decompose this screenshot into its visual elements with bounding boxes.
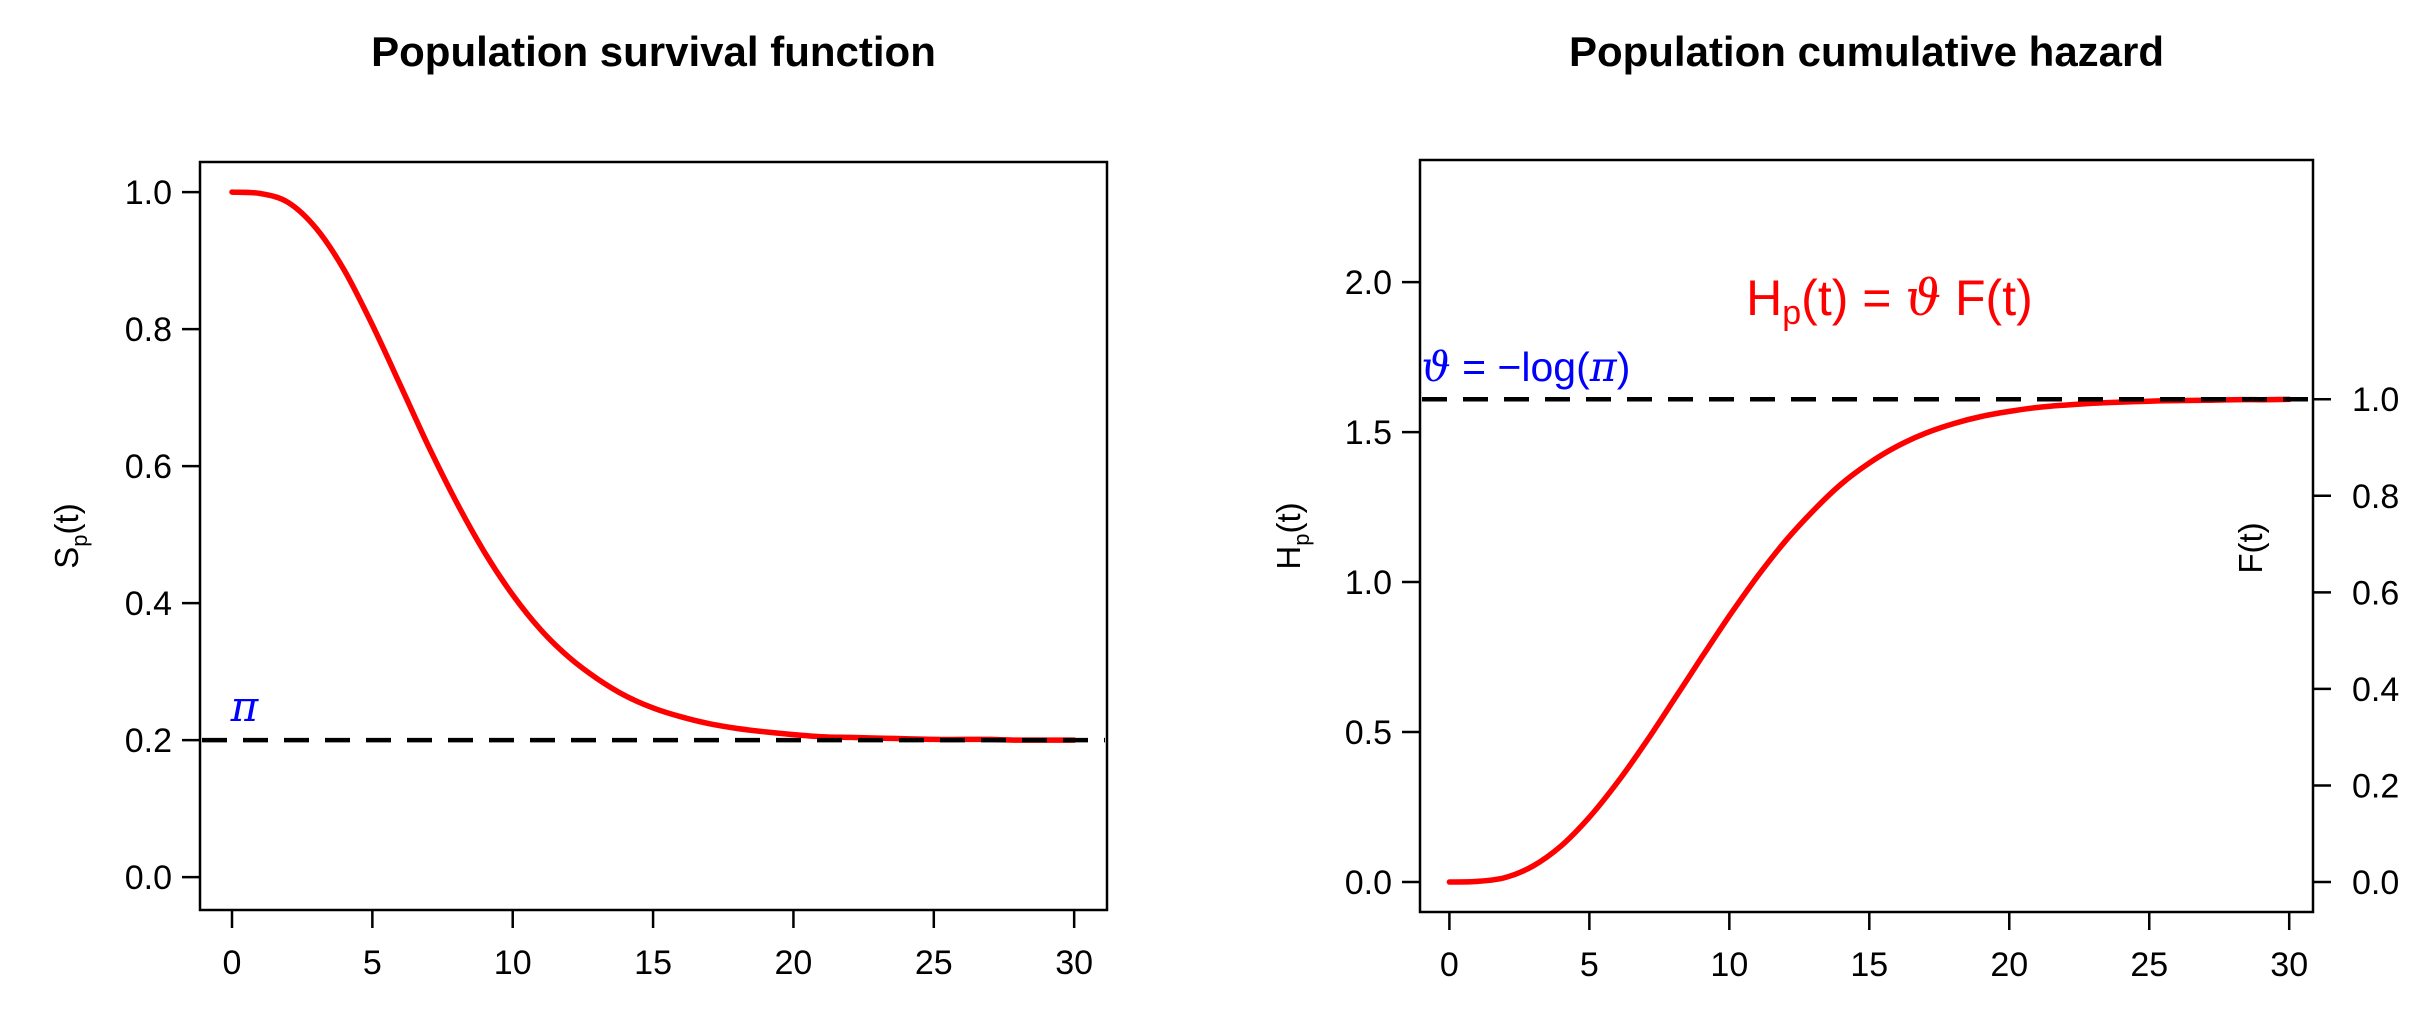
y-tick-label: 1.0 bbox=[1345, 564, 1392, 602]
text-part: π bbox=[230, 682, 260, 731]
x-tick-label: 20 bbox=[775, 944, 813, 982]
y-tick-label: 0.4 bbox=[125, 585, 172, 623]
x-tick-label: 30 bbox=[1055, 944, 1093, 982]
text-part: (t) bbox=[1270, 502, 1307, 533]
y2-tick-label: 0.0 bbox=[2352, 864, 2399, 902]
text-part: H bbox=[1270, 546, 1307, 570]
y-axis-title: Sp(t) bbox=[48, 503, 92, 568]
x-tick-label: 25 bbox=[915, 944, 953, 982]
pi-label: π bbox=[230, 682, 260, 731]
text-part: p bbox=[1782, 294, 1801, 332]
plot-box bbox=[1418, 158, 2315, 914]
y-tick-label: 0.0 bbox=[1345, 864, 1392, 902]
y2-tick-label: 1.0 bbox=[2352, 381, 2399, 419]
x-tick-label: 15 bbox=[634, 944, 672, 982]
y-tick-label: 0.2 bbox=[125, 722, 172, 760]
y2-tick-label: 0.8 bbox=[2352, 478, 2399, 516]
y-tick-label: 0.5 bbox=[1345, 714, 1392, 752]
text-part: π bbox=[1589, 343, 1618, 391]
y-tick-label: 0.8 bbox=[125, 311, 172, 349]
text-part: H bbox=[1746, 270, 1782, 326]
x-tick-label: 5 bbox=[363, 944, 382, 982]
text-part: ϑ bbox=[1421, 343, 1450, 391]
panel-0: 0 5 10 15 20 25 30 0.0 0.2 0.4 0.6 0.8 1.0 Population… bbox=[48, 28, 1109, 982]
panel-1: 0 5 10 15 20 25 30 0.0 0.5 1.0 1.5 2.0 0.0 0.2 0.4 0.6 0… bbox=[1270, 28, 2399, 984]
cumulative-hazard-curve bbox=[1446, 396, 2292, 885]
x-tick-label: 0 bbox=[223, 944, 242, 982]
text-part: F(t) bbox=[1941, 270, 2033, 326]
y2-tick-label: 0.6 bbox=[2352, 574, 2399, 612]
x-tick-label: 10 bbox=[494, 944, 532, 982]
x-tick-label: 5 bbox=[1580, 946, 1599, 984]
text-part: = −log( bbox=[1451, 344, 1590, 390]
y-tick-label: 0.6 bbox=[125, 448, 172, 486]
x-tick-label: 20 bbox=[1990, 946, 2028, 984]
x-tick-label: 0 bbox=[1440, 946, 1459, 984]
survival-curve bbox=[229, 189, 1077, 743]
y-tick-label: 2.0 bbox=[1345, 264, 1392, 302]
y-tick-label: 0.0 bbox=[125, 859, 172, 897]
text-part: p bbox=[67, 534, 92, 546]
x-tick-label: 15 bbox=[1850, 946, 1888, 984]
text-part: (t) = bbox=[1801, 270, 1905, 326]
panel-title: Population cumulative hazard bbox=[1569, 28, 2164, 75]
text-part: ϑ bbox=[1905, 269, 1941, 327]
plot-box bbox=[198, 160, 1109, 912]
text-part: (t) bbox=[48, 503, 85, 534]
y-axis-title: Hp(t) bbox=[1270, 502, 1314, 569]
y-tick-label: 1.0 bbox=[125, 174, 172, 212]
y2-tick-label: 0.2 bbox=[2352, 767, 2399, 805]
x-tick-label: 25 bbox=[2130, 946, 2168, 984]
y-tick-label: 1.5 bbox=[1345, 414, 1392, 452]
y2-tick-label: 0.4 bbox=[2352, 671, 2399, 709]
text-part: ) bbox=[1617, 344, 1631, 390]
x-tick-label: 30 bbox=[2270, 946, 2308, 984]
y2-axis-title: F(t) bbox=[2232, 522, 2269, 573]
theta-definition-label: ϑ = −log(π) bbox=[1421, 343, 1630, 391]
hazard-formula-label: Hp(t) = ϑ F(t) bbox=[1746, 269, 2033, 332]
x-tick-label: 10 bbox=[1710, 946, 1748, 984]
panel-title: Population survival function bbox=[371, 28, 936, 75]
text-part: S bbox=[48, 547, 85, 569]
text-part: p bbox=[1289, 534, 1314, 546]
text-part: F(t) bbox=[2232, 522, 2269, 573]
